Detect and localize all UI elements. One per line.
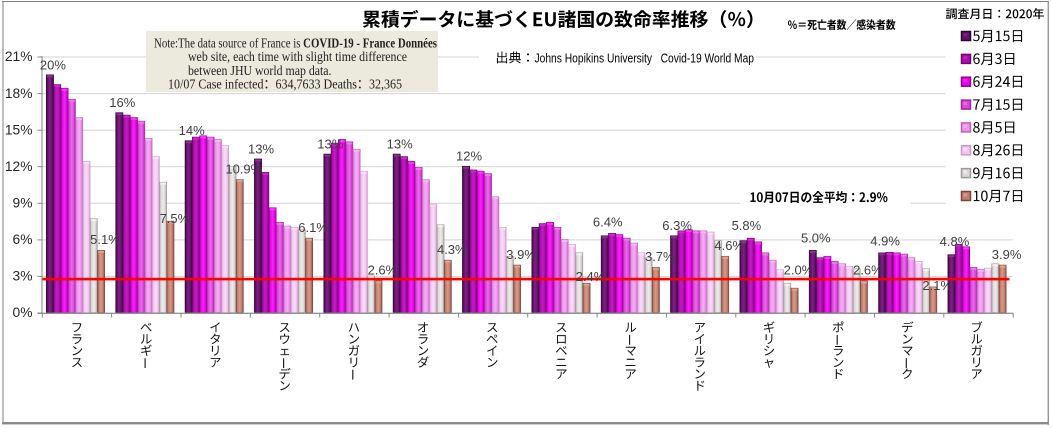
svg-text:between JHU world map data.: between JHU world map data. [188, 63, 332, 78]
svg-text:2.4%: 2.4% [576, 269, 606, 284]
svg-text:13%: 13% [387, 137, 413, 152]
svg-text:12%: 12% [456, 149, 482, 164]
svg-text:3%: 3% [13, 269, 33, 284]
svg-text:Johns Hopikins University Co: Johns Hopikins University Covid-19 World… [535, 50, 755, 65]
svg-text:0%: 0% [13, 305, 33, 320]
svg-text:4.8%: 4.8% [940, 234, 970, 249]
svg-text:Note:The data source of France: Note:The data source of France is COVID-… [154, 36, 437, 51]
svg-text:2.6%: 2.6% [368, 263, 398, 278]
svg-text:2.0%: 2.0% [784, 263, 814, 278]
svg-text:2.1%: 2.1% [922, 278, 952, 293]
svg-text:9%: 9% [13, 196, 33, 211]
svg-text:14%: 14% [179, 123, 205, 138]
svg-text:21%: 21% [5, 49, 33, 64]
svg-text:15%: 15% [5, 122, 33, 137]
svg-text:12%: 12% [5, 159, 33, 174]
svg-text:6.3%: 6.3% [662, 218, 692, 233]
svg-text:3.9%: 3.9% [506, 247, 536, 262]
svg-text:4.6%: 4.6% [714, 238, 744, 253]
svg-text:5.8%: 5.8% [732, 218, 762, 233]
svg-text:16%: 16% [109, 95, 135, 110]
svg-text:18%: 18% [5, 86, 33, 101]
svg-text:5.0%: 5.0% [801, 230, 831, 245]
svg-text:10/07 Case infected：634,7633 D: 10/07 Case infected：634,7633 Deaths：32,3… [168, 76, 402, 91]
svg-text:web site, each time with sligh: web site, each time with slight time dif… [188, 49, 407, 64]
svg-text:5.1%: 5.1% [90, 232, 120, 247]
svg-text:6%: 6% [13, 232, 33, 247]
svg-text:4.3%: 4.3% [437, 242, 467, 257]
svg-text:7.5%: 7.5% [160, 211, 190, 226]
svg-text:20%: 20% [40, 57, 66, 72]
svg-text:4.9%: 4.9% [870, 234, 900, 249]
svg-text:3.9%: 3.9% [992, 247, 1022, 262]
svg-text:3.7%: 3.7% [645, 249, 675, 264]
svg-text:2.6%: 2.6% [853, 263, 883, 278]
svg-text:10.9%: 10.9% [225, 161, 262, 176]
svg-text:13%: 13% [248, 141, 274, 156]
svg-text:6.4%: 6.4% [593, 215, 623, 230]
svg-text:13%: 13% [317, 137, 343, 152]
svg-text:6.1%: 6.1% [298, 220, 328, 235]
